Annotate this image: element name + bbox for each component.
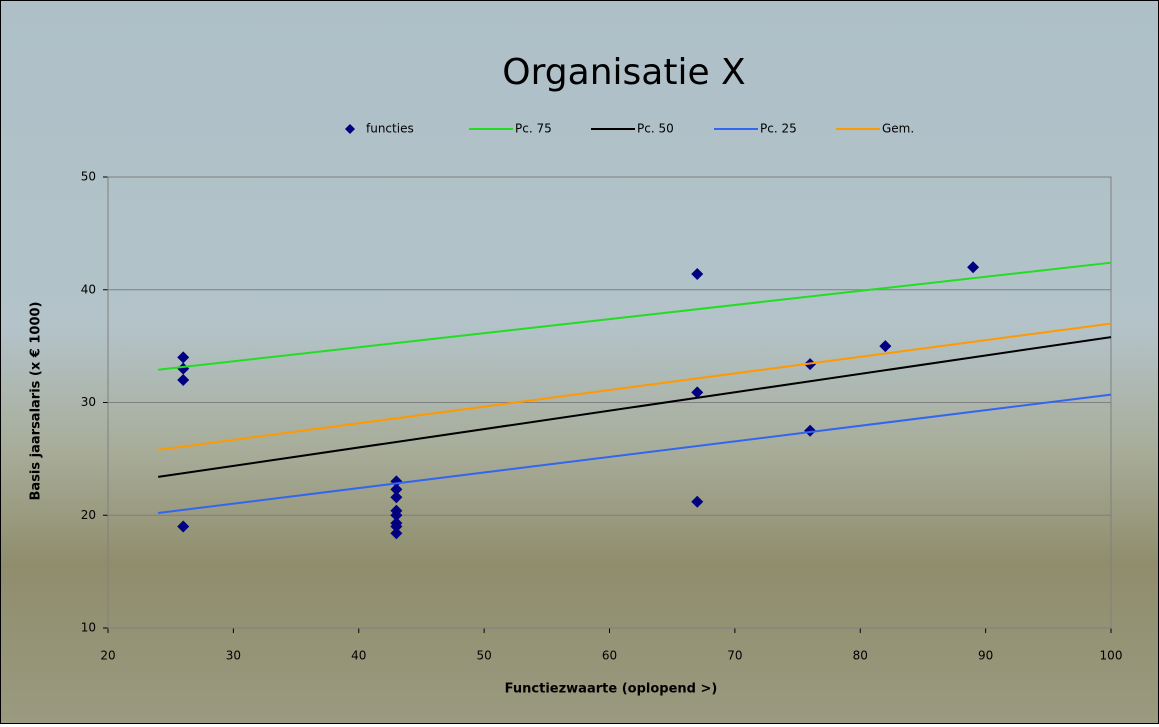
x-axis-title: Functiezwaarte (oplopend >) (505, 682, 718, 697)
point (390, 491, 403, 504)
point (177, 520, 190, 533)
point (691, 495, 704, 508)
legend-label: functies (366, 122, 414, 136)
point (691, 267, 704, 280)
plot-border (107, 176, 1112, 629)
point (390, 520, 403, 533)
series-line (158, 393, 1112, 514)
point (804, 424, 817, 437)
series-line (158, 322, 1112, 451)
x-tick-label: 100 (1100, 649, 1123, 663)
x-tick-label: 50 (476, 649, 491, 663)
x-tick-label: 60 (602, 649, 617, 663)
legend-label: Gem. (882, 122, 914, 136)
point (691, 386, 704, 399)
x-tick-label: 90 (978, 649, 993, 663)
legend-label: Pc. 50 (637, 122, 674, 136)
y-tick-label: 10 (81, 621, 96, 635)
x-tick-label: 30 (226, 649, 241, 663)
point (390, 509, 403, 522)
point (879, 340, 892, 353)
legend-marker (345, 124, 355, 134)
series-line (158, 336, 1112, 478)
point (390, 483, 403, 496)
point (177, 351, 190, 364)
point (177, 362, 190, 375)
x-tick-label: 70 (727, 649, 742, 663)
point (177, 373, 190, 386)
point (967, 261, 980, 274)
x-tick-label: 40 (351, 649, 366, 663)
legend-label: Pc. 25 (760, 122, 797, 136)
legend-label: Pc. 75 (515, 122, 552, 136)
y-tick-label: 50 (81, 170, 96, 184)
point (390, 527, 403, 540)
chart-title: Organisatie X (502, 52, 745, 93)
series-line (158, 261, 1112, 371)
x-tick-label: 80 (853, 649, 868, 663)
x-tick-label: 20 (100, 649, 115, 663)
y-axis-title: Basis jaarsalaris (x € 1000) (29, 302, 44, 501)
y-tick-label: 30 (81, 395, 96, 409)
y-tick-label: 20 (81, 508, 96, 522)
y-tick-label: 40 (81, 282, 96, 296)
